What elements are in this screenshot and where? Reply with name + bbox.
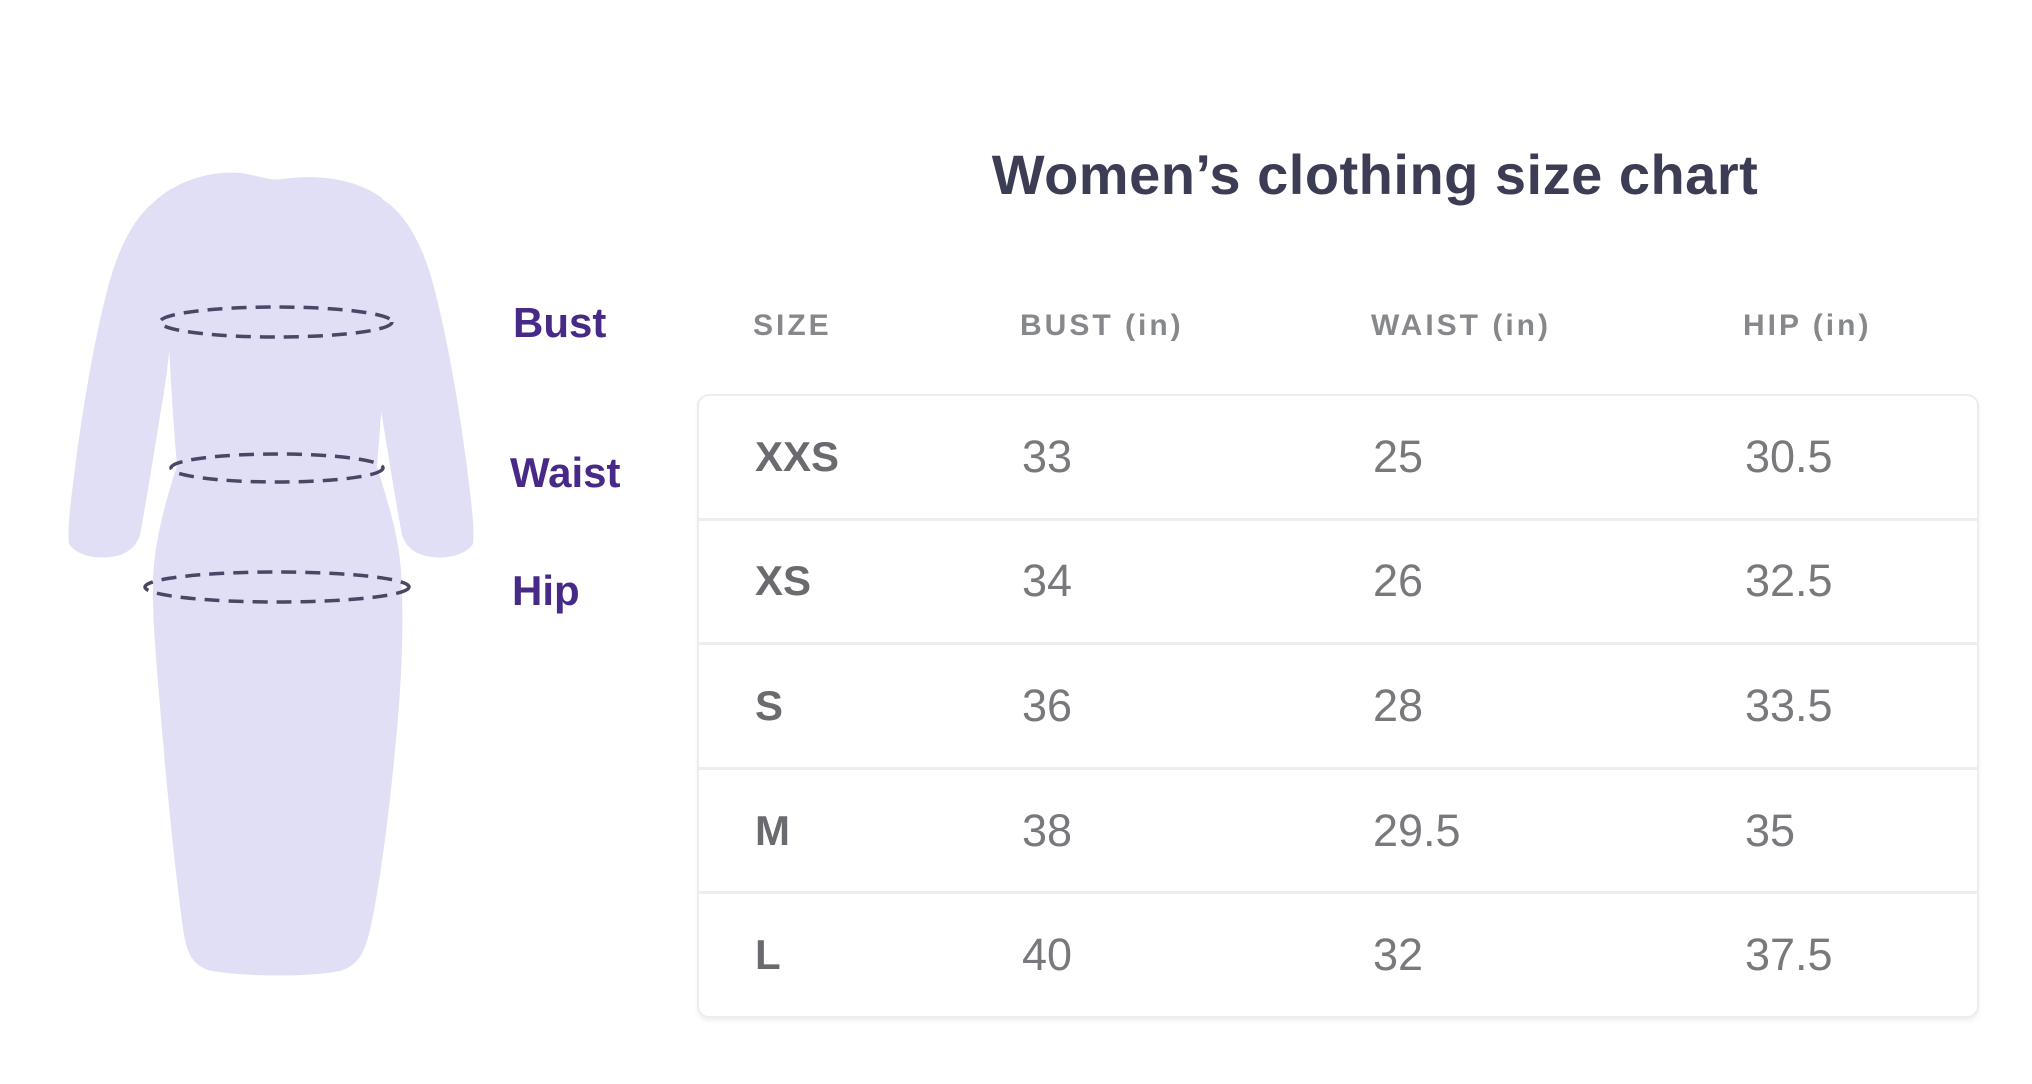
table-row: M 38 29.5 35 (699, 766, 1977, 892)
bust-label: Bust (513, 299, 607, 346)
table-row: XS 34 26 32.5 (699, 517, 1977, 643)
cell-bust: 34 (1022, 555, 1073, 607)
waist-label: Waist (510, 449, 621, 496)
waist-measure-line (169, 452, 385, 484)
hip-label: Hip (512, 567, 580, 614)
bust-measure-line (158, 305, 394, 339)
cell-hip: 32.5 (1745, 555, 1833, 607)
cell-hip: 35 (1745, 804, 1796, 856)
cell-size: XS (755, 557, 812, 605)
cell-size: L (755, 931, 781, 979)
column-header-size: SIZE (753, 309, 832, 342)
table-row: L 40 32 37.5 (699, 891, 1977, 1016)
cell-waist: 32 (1373, 929, 1424, 981)
table-row: S 36 28 33.5 (699, 642, 1977, 767)
cell-hip: 30.5 (1745, 430, 1833, 482)
cell-bust: 40 (1022, 929, 1073, 981)
cell-waist: 26 (1373, 555, 1424, 607)
cell-hip: 37.5 (1745, 929, 1833, 981)
column-header-bust: BUST (in) (1020, 309, 1184, 342)
page-title: Women’s clothing size chart (991, 143, 1759, 206)
column-header-waist: WAIST (in) (1371, 309, 1551, 342)
table-row: XXS 33 25 30.5 (699, 396, 1977, 518)
dress-torso (152, 172, 403, 976)
cell-bust: 38 (1022, 804, 1073, 856)
dress-illustration (68, 172, 474, 976)
dress-right-sleeve (371, 198, 474, 558)
cell-bust: 36 (1022, 679, 1073, 731)
cell-hip: 33.5 (1745, 679, 1833, 731)
cell-size: S (755, 681, 784, 729)
cell-bust: 33 (1022, 430, 1073, 482)
hip-measure-line (143, 570, 411, 604)
cell-size: XXS (755, 432, 840, 480)
cell-waist: 28 (1373, 679, 1424, 731)
cell-size: M (755, 806, 790, 854)
table-header-row: SIZE BUST (in) WAIST (in) HIP (in) (697, 303, 1975, 349)
cell-waist: 25 (1373, 430, 1424, 482)
size-table: XXS 33 25 30.5 XS 34 26 32.5 S 36 28 33.… (697, 394, 1979, 1018)
cell-waist: 29.5 (1373, 804, 1461, 856)
column-header-hip: HIP (in) (1743, 309, 1872, 342)
dress-left-sleeve (68, 198, 171, 558)
